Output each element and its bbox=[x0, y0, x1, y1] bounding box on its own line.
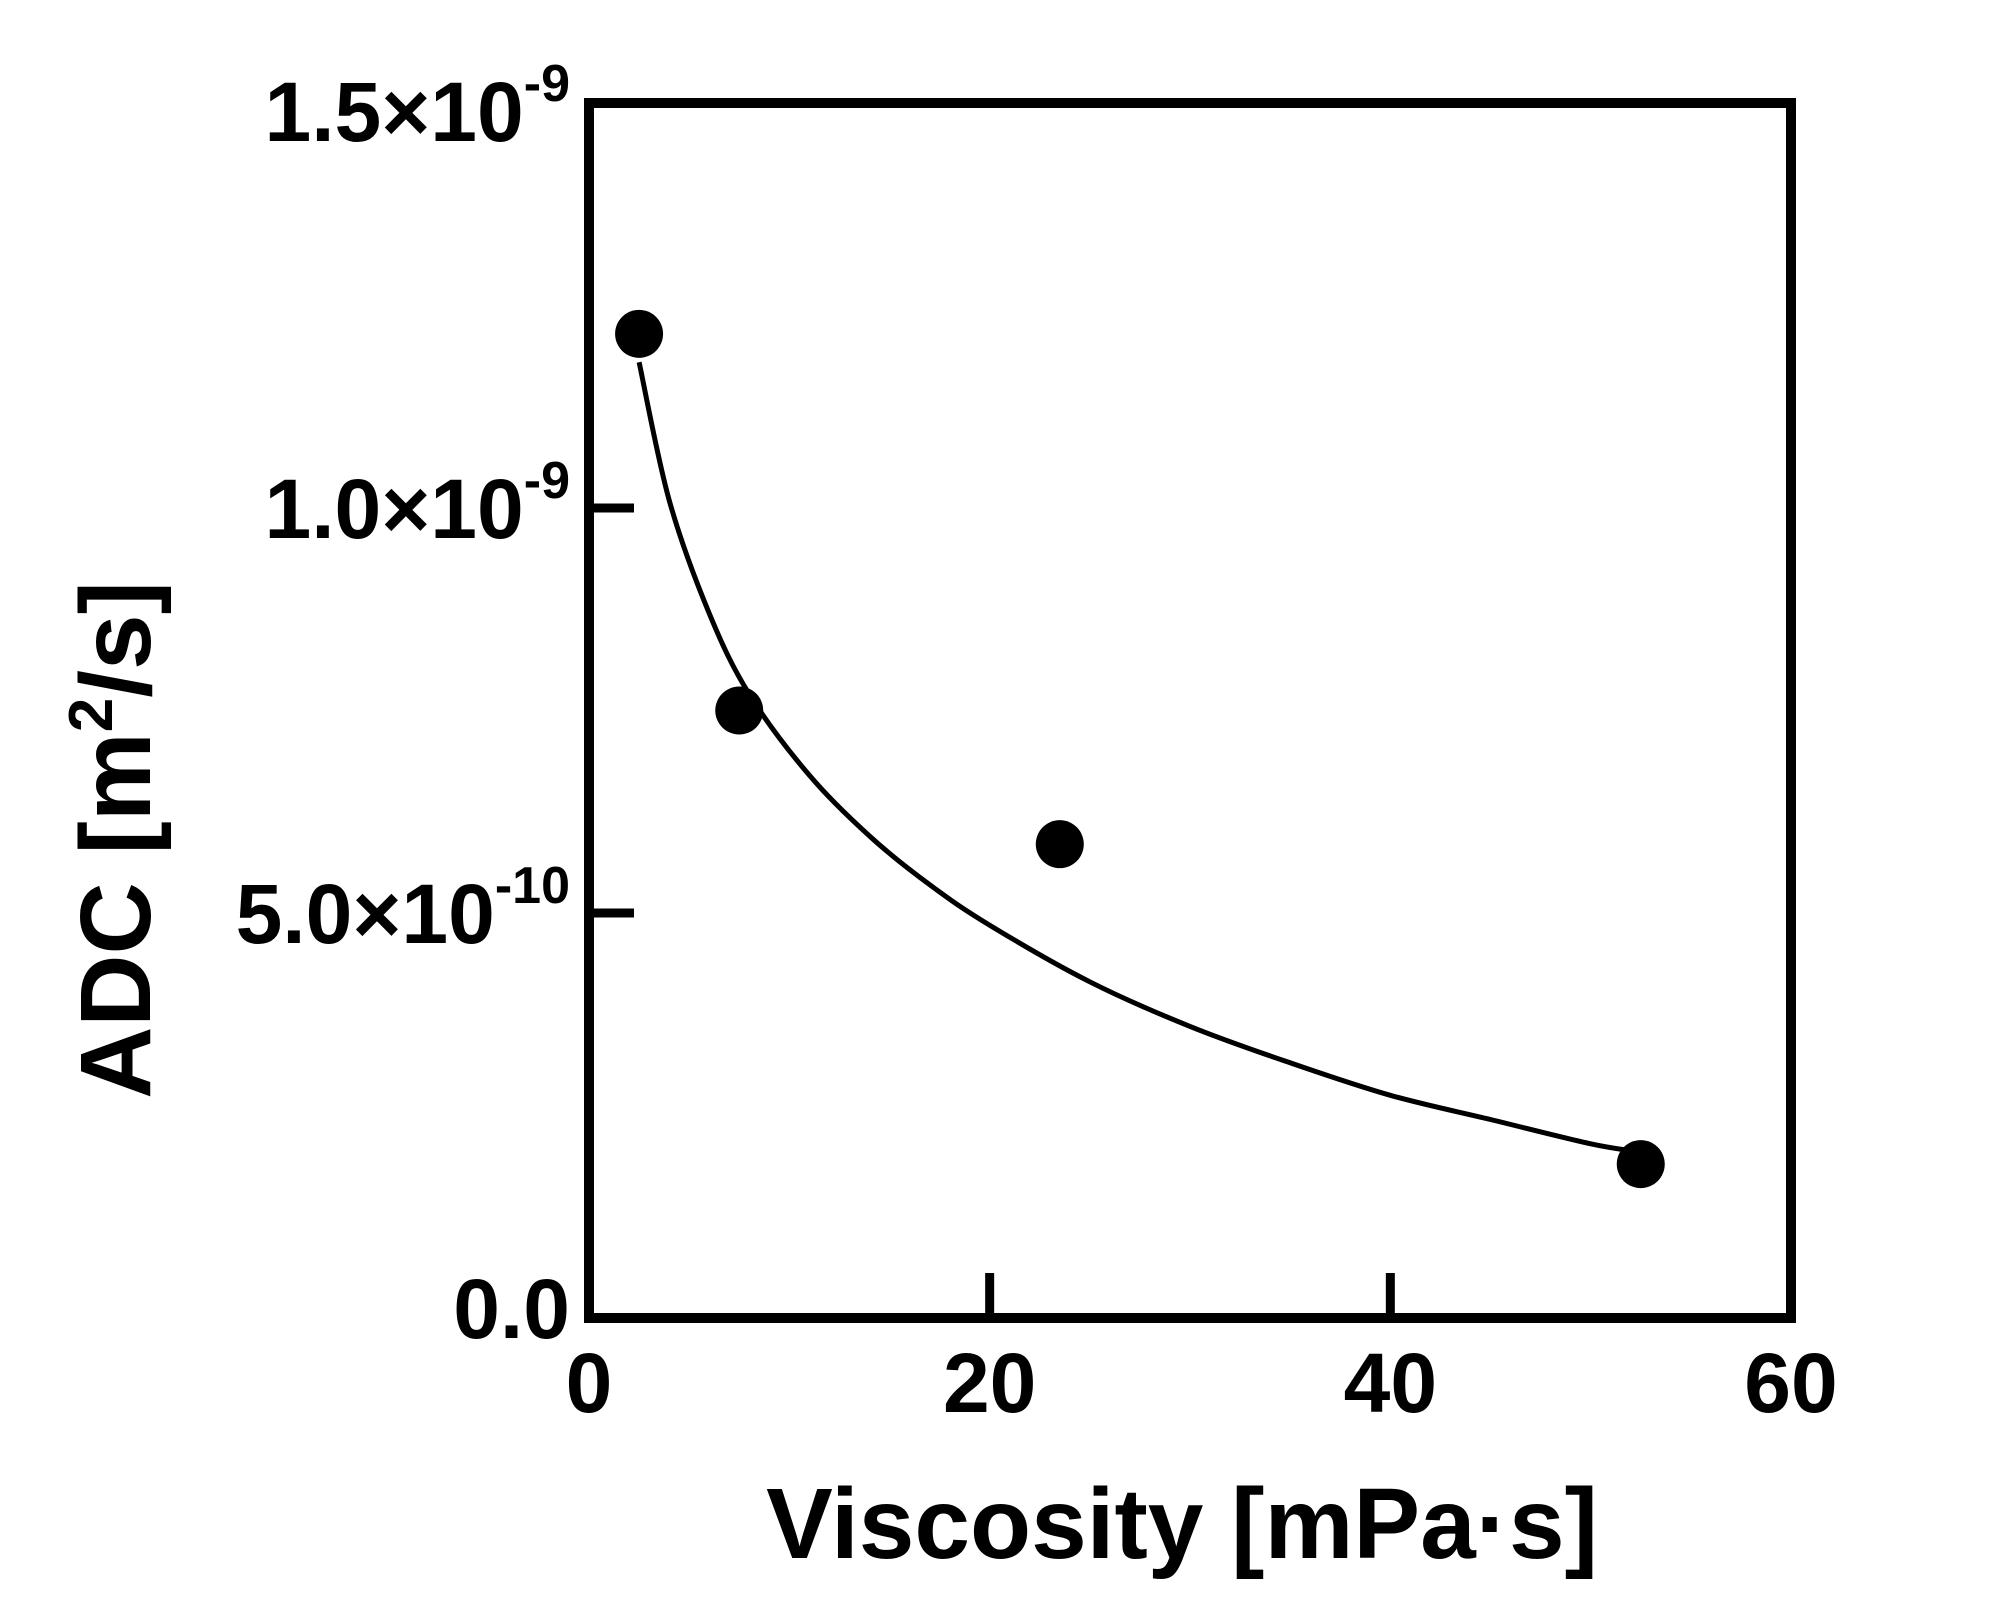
y-axis-title-main: ADC [m bbox=[60, 732, 172, 1099]
y-axis-title-sup: 2 bbox=[57, 698, 126, 732]
fit-curve bbox=[636, 361, 1642, 1155]
plot-frame bbox=[584, 98, 1796, 1323]
data-point-3 bbox=[1616, 1140, 1665, 1189]
x-axis-title: Viscosity [mPa·s] bbox=[766, 1468, 1598, 1580]
y-tick-label-0: 0.0 bbox=[453, 1262, 570, 1356]
x-tick-label-3: 60 bbox=[1744, 1336, 1837, 1430]
y-tick-label-2: 1.0×10-9 bbox=[264, 452, 570, 556]
x-tick-label-1: 20 bbox=[943, 1336, 1036, 1430]
x-tick-label-0: 0 bbox=[566, 1336, 613, 1430]
data-point-1 bbox=[715, 686, 764, 735]
data-point-2 bbox=[1035, 820, 1084, 869]
data-points bbox=[615, 309, 1665, 1189]
x-tick-label-2: 40 bbox=[1344, 1336, 1437, 1430]
axis-ticks bbox=[589, 503, 1395, 1318]
axis-tick-labels: 0 20 40 60 0.0 5.0×10-10 1.0×10-9 1.5×10-9 bbox=[236, 55, 1838, 1430]
y-tick-label-1: 5.0×10-10 bbox=[236, 857, 570, 961]
data-point-0 bbox=[615, 309, 664, 358]
y-axis-title-tail: /s] bbox=[60, 581, 172, 698]
y-axis-title: ADC [m2/s] bbox=[57, 581, 172, 1099]
y-tick-label-3: 1.5×10-9 bbox=[264, 55, 570, 159]
